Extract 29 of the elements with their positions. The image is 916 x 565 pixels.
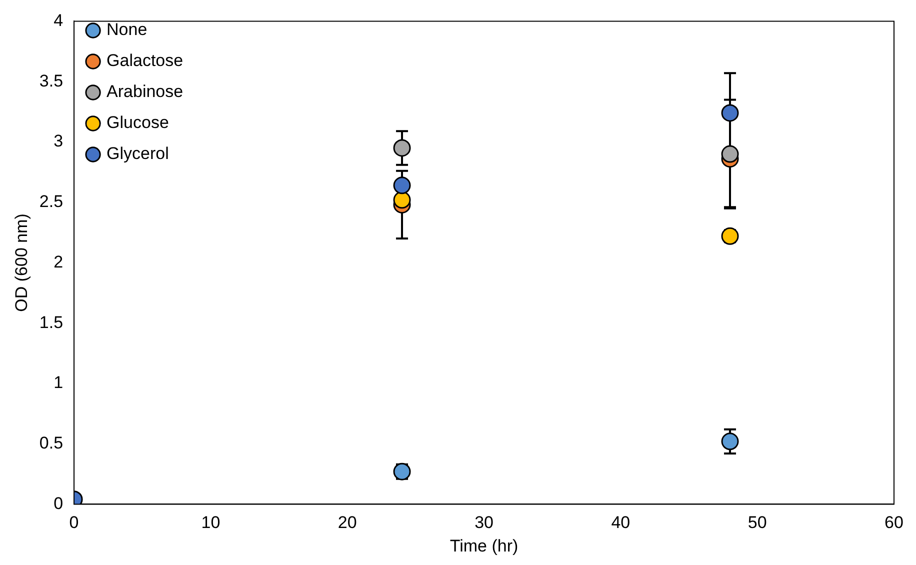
x-tick-label: 50 [748, 513, 767, 532]
x-tick-label: 60 [884, 513, 904, 532]
y-tick-label: 2 [54, 252, 64, 272]
x-tick-label: 40 [611, 513, 630, 532]
point [721, 432, 739, 450]
y-tick-label: 0.5 [39, 434, 64, 453]
y-tick-label: 1 [54, 373, 64, 392]
legend-label: Glucose [106, 113, 169, 132]
y-tick-label: 0 [54, 494, 64, 513]
point [393, 176, 411, 194]
y-tick-label: 4 [54, 10, 64, 30]
y-tick-label: 3.5 [39, 71, 64, 90]
legend-label: None [106, 20, 148, 40]
legend-label: Arabinose [106, 82, 184, 102]
x-axis-title: Time (hr) [450, 536, 518, 556]
y-tick-label: 3 [54, 132, 64, 151]
x-tick-label: 0 [69, 513, 79, 532]
y-tick-label: 2.5 [39, 192, 64, 212]
point [721, 145, 739, 163]
y-axis-title: OD (600 nm) [12, 214, 31, 312]
legend-label: Galactose [106, 51, 184, 70]
point [721, 104, 739, 122]
point [393, 139, 411, 157]
x-tick-label: 20 [338, 513, 357, 532]
x-tick-label: 10 [201, 513, 220, 532]
x-tick-label: 30 [474, 513, 494, 532]
legend-label: Glycerol [106, 144, 169, 164]
y-tick-label: 1.5 [39, 312, 64, 332]
point [393, 191, 411, 209]
